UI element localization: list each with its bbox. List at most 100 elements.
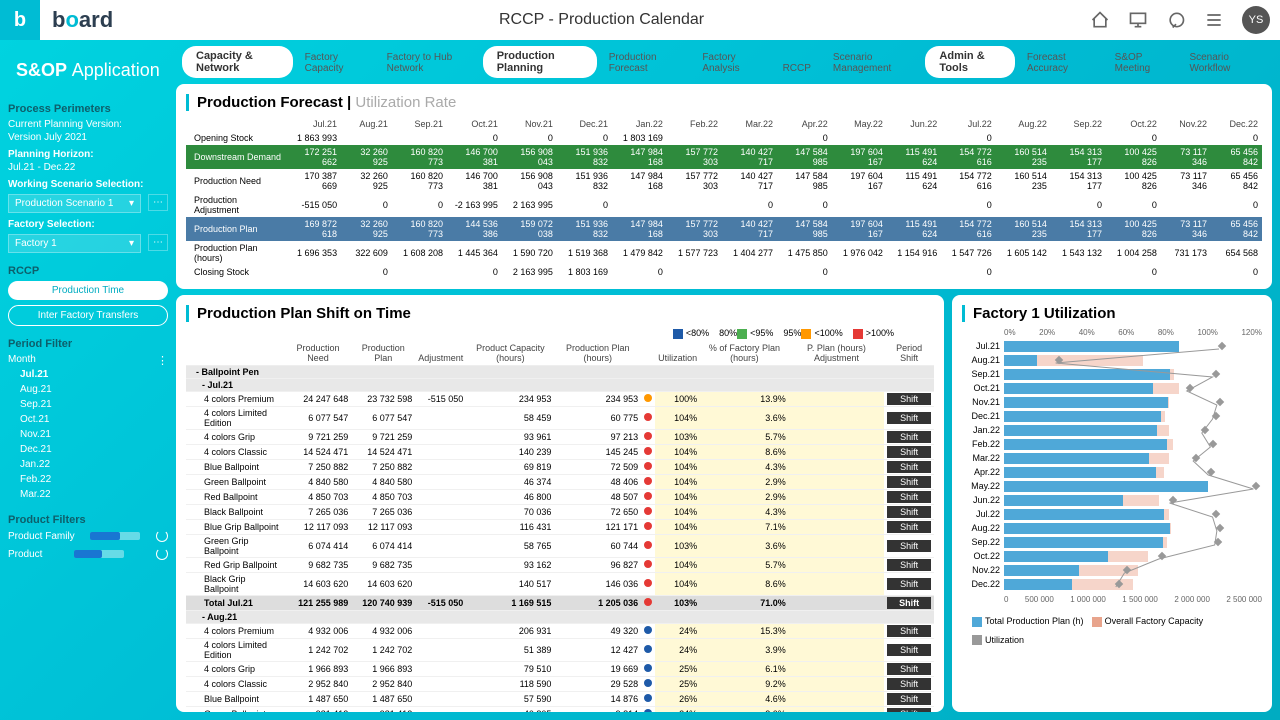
shift-button[interactable]: Shift [887,491,931,503]
product-slider[interactable]: Product [8,548,168,560]
nav-factory-capacity[interactable]: Factory Capacity [295,48,375,78]
month-item[interactable]: Dec.21 [20,442,168,457]
inter-factory-button[interactable]: Inter Factory Transfers [8,305,168,326]
chat-icon[interactable] [1166,10,1186,30]
shift-button[interactable]: Shift [887,506,931,518]
app-title: S&OP Application [16,60,160,81]
scenario-more-icon[interactable]: ⋯ [148,194,168,211]
nav-factory-analysis[interactable]: Factory Analysis [692,48,770,78]
shift-button[interactable]: Shift [887,625,931,637]
shift-button[interactable]: Shift [887,663,931,675]
shift-button[interactable]: Shift [887,578,931,590]
topbar: b board RCCP - Production Calendar YS [0,0,1280,40]
table-row: Blue Ballpoint1 487 6501 487 65057 59014… [186,691,934,706]
nav-forecast-acc[interactable]: Forecast Accuracy [1017,48,1103,78]
month-item[interactable]: Feb.22 [20,472,168,487]
product-family-slider[interactable]: Product Family [8,530,168,542]
month-item[interactable]: Sep.21 [20,397,168,412]
month-item[interactable]: Jul.21 [20,367,168,382]
util-title: Factory 1 Utilization [962,305,1262,322]
util-panel: Factory 1 Utilization 0%20%40%60%80%100%… [952,295,1272,712]
table-row: 4 colors Classic2 952 8402 952 840118 59… [186,676,934,691]
avatar[interactable]: YS [1242,6,1270,34]
cpv-label: Current Planning Version: [8,119,168,130]
shift-button[interactable]: Shift [887,678,931,690]
nav-group-capacity[interactable]: Capacity & Network [182,46,293,78]
table-row: 4 colors Premium4 932 0064 932 006206 93… [186,623,934,638]
util-rows: Jul.21Aug.21Sep.21Oct.21Nov.21Dec.21Jan.… [962,337,1262,591]
production-time-button[interactable]: Production Time [8,281,168,300]
page-title: RCCP - Production Calendar [113,11,1090,29]
shift-button[interactable]: Shift [887,461,931,473]
shift-button[interactable]: Shift [887,559,931,571]
logo-icon: b [0,0,40,40]
presentation-icon[interactable] [1128,10,1148,30]
month-menu-icon[interactable]: ⋮ [157,354,168,367]
shift-button[interactable]: Shift [887,476,931,488]
table-row: 4 colors Grip9 721 2599 721 25993 96197 … [186,429,934,444]
period-filter-head: Period Filter [8,338,168,350]
nav-group-admin[interactable]: Admin & Tools [925,46,1014,78]
nav-scenario-mgmt[interactable]: Scenario Management [823,48,924,78]
util-axis-bottom: 0500 0001 000 0001 500 0002 000 0002 500… [962,595,1262,604]
factory-dropdown[interactable]: Factory 1▾ [8,234,141,253]
table-row: Black Grip Ballpoint14 603 62014 603 620… [186,572,934,595]
topbar-actions: YS [1090,6,1270,34]
util-chart: 0%20%40%60%80%100%120% Jul.21Aug.21Sep.2… [962,328,1262,608]
factory-more-icon[interactable]: ⋯ [148,234,168,251]
nav-scenario-wf[interactable]: Scenario Workflow [1179,48,1266,78]
month-item[interactable]: Oct.21 [20,412,168,427]
home-icon[interactable] [1090,10,1110,30]
product-filters-head: Product Filters [8,514,168,526]
table-row: Red Grip Ballpoint9 682 7359 682 73593 1… [186,557,934,572]
table-row: Red Ballpoint4 850 7034 850 70346 80048 … [186,489,934,504]
shift-button[interactable]: Shift [887,446,931,458]
nav-tabs: Capacity & Network Factory Capacity Fact… [176,48,1272,78]
refresh-icon[interactable] [156,548,168,560]
shift-button[interactable]: Shift [887,644,931,656]
scenario-dropdown[interactable]: Production Scenario 1▾ [8,194,141,213]
table-row: 4 colors Classic14 524 47114 524 471140 … [186,444,934,459]
nav-prod-forecast[interactable]: Production Forecast [599,48,691,78]
month-item[interactable]: Jan.22 [20,457,168,472]
shift-button[interactable]: Shift [887,521,931,533]
ph-label: Planning Horizon: [8,149,168,160]
nav-sop-meeting[interactable]: S&OP Meeting [1105,48,1178,78]
shift-button[interactable]: Shift [887,393,931,405]
nav-group-planning[interactable]: Production Planning [483,46,597,78]
nav-rccp[interactable]: RCCP [773,59,821,78]
logo-text: board [52,7,113,33]
month-label: Month [8,354,36,365]
table-row: Blue Ballpoint7 250 8827 250 88269 81972… [186,459,934,474]
perimeters-head: Process Perimeters [8,103,168,115]
shift-button[interactable]: Shift [887,708,931,712]
table-row: 4 colors Premium24 247 64823 732 598-515… [186,391,934,406]
shift-table: Production NeedProduction PlanAdjustment… [186,341,934,712]
month-item[interactable]: Mar.22 [20,487,168,502]
refresh-icon[interactable] [156,530,168,542]
util-axis-top: 0%20%40%60%80%100%120% [962,328,1262,337]
table-row: Green Ballpoint981 412981 41240 8059 814… [186,706,934,712]
shift-button[interactable]: Shift [887,693,931,705]
menu-icon[interactable] [1204,10,1224,30]
ph-value: Jul.21 - Dec.22 [8,162,168,173]
shift-legend: <80%80%<95%95%<100%>100% [186,328,934,339]
month-item[interactable]: Aug.21 [20,382,168,397]
forecast-title: Production Forecast | Utilization Rate [186,94,1262,111]
cpv-value: Version July 2021 [8,132,168,143]
forecast-table: Jul.21Aug.21Sep.21Oct.21Nov.21Dec.21Jan.… [186,117,1262,279]
shift-title: Production Plan Shift on Time [186,305,934,322]
shift-button[interactable]: Shift [887,431,931,443]
rccp-head: RCCP [8,265,168,277]
wss-label: Working Scenario Selection: [8,179,168,190]
month-item[interactable]: Nov.21 [20,427,168,442]
util-legend: Total Production Plan (h)Overall Factory… [962,616,1262,645]
shift-button[interactable]: Shift [887,412,931,424]
table-row: Black Ballpoint7 265 0367 265 03670 0367… [186,504,934,519]
table-row: Green Ballpoint4 840 5804 840 58046 3744… [186,474,934,489]
shift-button[interactable]: Shift [887,540,931,552]
table-row: 4 colors Grip1 966 8931 966 89379 51019 … [186,661,934,676]
table-row: 4 colors Limited Edition6 077 5476 077 5… [186,406,934,429]
shift-button[interactable]: Shift [887,597,931,609]
nav-factory-hub[interactable]: Factory to Hub Network [377,48,481,78]
